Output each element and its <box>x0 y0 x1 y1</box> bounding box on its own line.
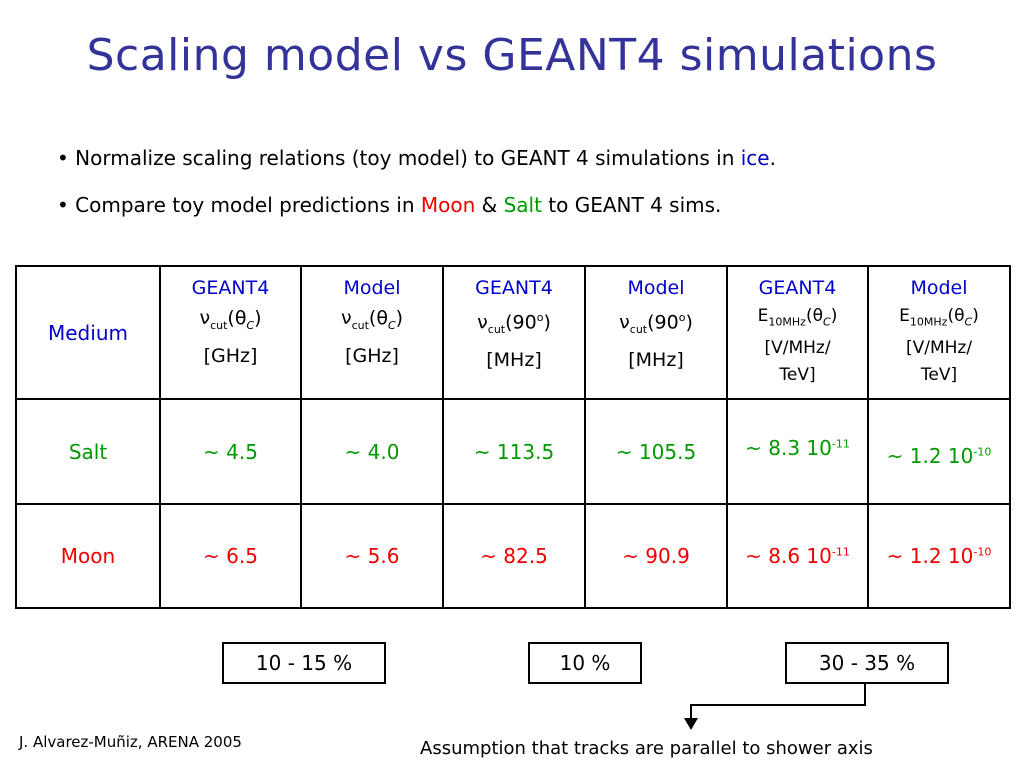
header-quantity: νcut(θC) <box>199 307 262 332</box>
cell-value: ~ 105.5 <box>584 398 728 505</box>
row-label-moon: Moon <box>15 503 161 609</box>
header-unit: [V/MHz/ <box>764 338 831 359</box>
cell-value: ~ 8.3 10-11 <box>726 398 869 505</box>
arrow-down-icon <box>684 718 698 730</box>
header-geant4-ghz: GEANT4 νcut(θC) [GHz] <box>159 265 302 400</box>
header-model-mhz: Model νcut(90o) [MHz] <box>584 265 728 400</box>
difference-box-frequency-mhz: 10 % <box>528 642 642 684</box>
cell-value: ~ 8.6 10-11 <box>726 503 869 609</box>
cell-value: ~ 90.9 <box>584 503 728 609</box>
ampersand: & <box>475 193 504 217</box>
header-label: GEANT4 <box>475 277 553 299</box>
header-model-ghz: Model νcut(θC) [GHz] <box>300 265 444 400</box>
bullet-text: Normalize scaling relations (toy model) … <box>75 146 741 170</box>
table-row: Salt ~ 4.5 ~ 4.0 ~ 113.5 ~ 105.5 ~ 8.3 1… <box>15 398 1011 505</box>
header-quantity: νcut(90o) <box>619 311 693 337</box>
header-unit: [V/MHz/ <box>905 338 973 359</box>
connector-line <box>864 684 866 706</box>
difference-box-field: 30 - 35 % <box>785 642 949 684</box>
cell-value: ~ 4.0 <box>300 398 444 505</box>
salt-word: Salt <box>503 193 542 217</box>
header-quantity: E10MHz(θC) <box>899 306 979 329</box>
slide-title: Scaling model vs GEANT4 simulations <box>86 30 938 81</box>
bullet-marker: • <box>57 146 69 170</box>
header-row: Medium GEANT4 νcut(θC) [GHz] Model νcut(… <box>15 265 1011 400</box>
header-label: Model <box>910 277 968 299</box>
header-unit: [MHz] <box>628 349 684 372</box>
cell-value: ~ 6.5 <box>159 503 302 609</box>
cell-value: ~ 1.2 10-10 <box>867 503 1011 609</box>
header-label: Model <box>343 277 401 299</box>
comparison-table: Medium GEANT4 νcut(θC) [GHz] Model νcut(… <box>15 265 1011 609</box>
header-unit: [GHz] <box>203 344 258 367</box>
header-geant4-field: GEANT4 E10MHz(θC) [V/MHz/ TeV] <box>726 265 869 400</box>
cell-value: ~ 5.6 <box>300 503 444 609</box>
bullet-text-end: to GEANT 4 sims. <box>541 193 722 217</box>
header-unit: [GHz] <box>345 344 399 367</box>
table-row: Moon ~ 6.5 ~ 5.6 ~ 82.5 ~ 90.9 ~ 8.6 10-… <box>15 503 1011 609</box>
bullet-text-end: . <box>769 146 776 170</box>
cell-value: ~ 82.5 <box>442 503 586 609</box>
connector-line <box>690 704 866 706</box>
header-unit: [MHz] <box>486 349 542 372</box>
header-label: GEANT4 <box>758 277 837 299</box>
header-geant4-mhz: GEANT4 νcut(90o) [MHz] <box>442 265 586 400</box>
bullet-list: • Normalize scaling relations (toy model… <box>57 135 776 229</box>
header-unit: TeV] <box>920 365 958 386</box>
header-label: GEANT4 <box>191 277 270 299</box>
bullet-item: • Normalize scaling relations (toy model… <box>57 135 776 182</box>
header-quantity: νcut(θC) <box>340 307 404 332</box>
cell-value: ~ 113.5 <box>442 398 586 505</box>
moon-word: Moon <box>420 193 476 217</box>
difference-box-frequency-ghz: 10 - 15 % <box>222 642 386 684</box>
row-label-salt: Salt <box>15 398 161 505</box>
header-label: Model <box>627 277 685 299</box>
cell-value: ~ 4.5 <box>159 398 302 505</box>
header-quantity: νcut(90o) <box>477 311 551 337</box>
bullet-marker: • <box>57 193 69 217</box>
header-quantity: E10MHz(θC) <box>757 306 838 329</box>
header-model-field: Model E10MHz(θC) [V/MHz/ TeV] <box>867 265 1011 400</box>
cell-value: ~ 1.2 10-10 <box>867 398 1011 505</box>
footer-citation: J. Alvarez-Muñiz, ARENA 2005 <box>19 733 242 751</box>
medium-header: Medium <box>15 265 161 400</box>
ice-word: ice <box>740 146 770 170</box>
assumption-note: Assumption that tracks are parallel to s… <box>420 738 873 759</box>
header-unit: TeV] <box>779 365 816 386</box>
connector-line <box>690 704 692 720</box>
bullet-item: • Compare toy model predictions in Moon … <box>57 182 776 229</box>
bullet-text: Compare toy model predictions in <box>75 193 421 217</box>
